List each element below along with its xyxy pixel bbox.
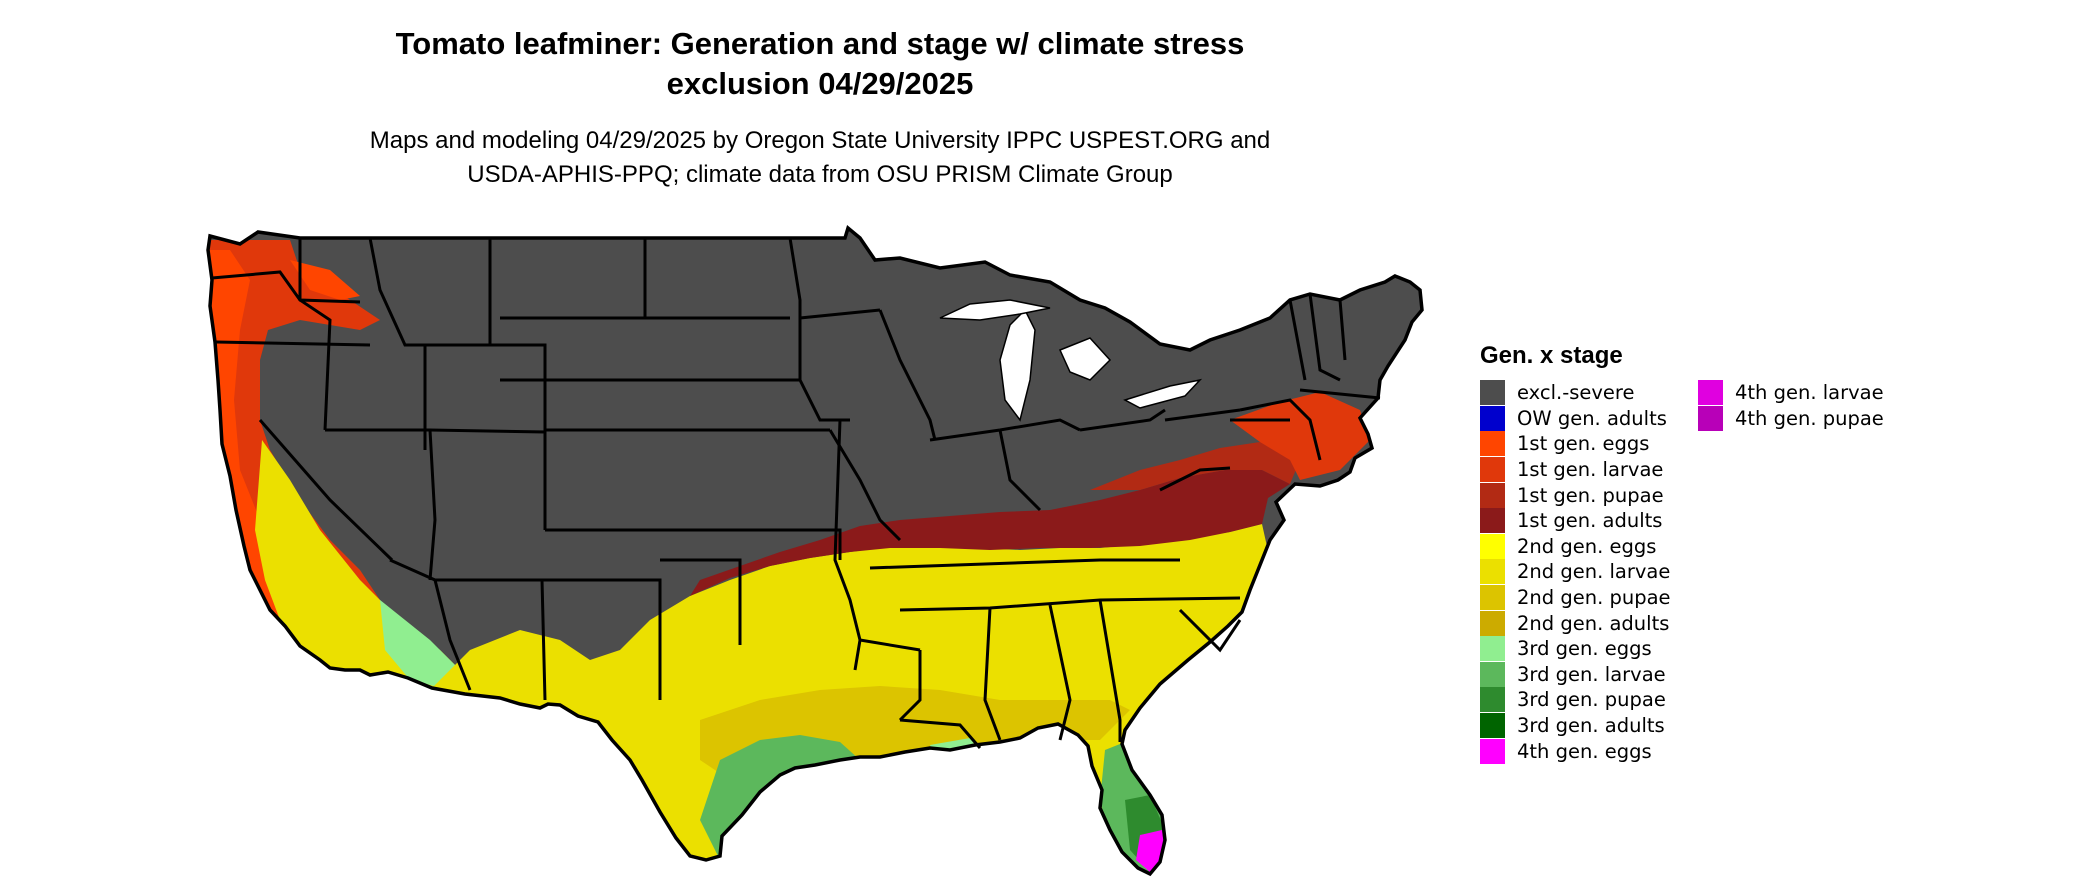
legend-item: 2nd gen. larvae bbox=[1480, 559, 1671, 585]
legend-item: 3rd gen. larvae bbox=[1480, 661, 1671, 688]
legend: Gen. x stage excl.-severe OW gen. adults… bbox=[1480, 340, 1960, 780]
legend-label: 1st gen. larvae bbox=[1517, 458, 1664, 482]
legend-swatch bbox=[1480, 405, 1505, 431]
legend-swatch bbox=[1698, 405, 1723, 431]
legend-item: 3rd gen. eggs bbox=[1480, 636, 1671, 662]
legend-item: 4th gen. eggs bbox=[1480, 738, 1671, 764]
legend-swatch bbox=[1480, 380, 1505, 406]
legend-label: 3rd gen. pupae bbox=[1517, 688, 1666, 712]
legend-item: 1st gen. larvae bbox=[1480, 457, 1671, 483]
legend-swatch bbox=[1480, 687, 1505, 713]
legend-label: 2nd gen. eggs bbox=[1517, 534, 1657, 558]
legend-label: 3rd gen. eggs bbox=[1517, 637, 1652, 661]
zone-1st-gen-pupae-midatlantic bbox=[1090, 440, 1300, 490]
legend-item: 1st gen. pupae bbox=[1480, 482, 1671, 508]
legend-swatch bbox=[1480, 610, 1505, 636]
legend-item: 2nd gen. pupae bbox=[1480, 585, 1671, 611]
zone-1st-gen-eggs-columbia bbox=[290, 260, 360, 300]
legend-swatch bbox=[1480, 482, 1505, 508]
legend-swatch bbox=[1698, 380, 1723, 406]
legend-item: 1st gen. eggs bbox=[1480, 431, 1671, 457]
legend-swatch bbox=[1480, 713, 1505, 739]
legend-label: excl.-severe bbox=[1517, 381, 1635, 405]
legend-swatch bbox=[1480, 559, 1505, 585]
zone-1st-gen-adults-band bbox=[690, 470, 1290, 596]
legend-swatch bbox=[1480, 636, 1505, 662]
legend-label: 3rd gen. adults bbox=[1517, 714, 1665, 738]
legend-item: 4th gen. larvae bbox=[1698, 380, 1884, 406]
legend-column-1: excl.-severe OW gen. adults 1st gen. egg… bbox=[1480, 380, 1671, 764]
legend-label: 2nd gen. larvae bbox=[1517, 560, 1671, 584]
map-title-line-2: exclusion 04/29/2025 bbox=[666, 66, 974, 101]
legend-label: 2nd gen. pupae bbox=[1517, 586, 1671, 610]
legend-label: 4th gen. pupae bbox=[1735, 406, 1884, 430]
legend-label: 1st gen. adults bbox=[1517, 509, 1663, 533]
great-lakes bbox=[939, 299, 1203, 422]
legend-swatch bbox=[1480, 585, 1505, 611]
legend-column-2: 4th gen. larvae 4th gen. pupae bbox=[1698, 380, 1884, 431]
legend-swatch bbox=[1480, 738, 1505, 764]
map-subtitle-line-2: USDA-APHIS-PPQ; climate data from OSU PR… bbox=[467, 161, 1173, 188]
legend-title: Gen. x stage bbox=[1480, 342, 1623, 369]
legend-swatch bbox=[1480, 431, 1505, 457]
legend-swatch bbox=[1480, 457, 1505, 483]
us-map-svg bbox=[206, 226, 1424, 876]
map-subtitle-line-1: Maps and modeling 04/29/2025 by Oregon S… bbox=[369, 127, 1271, 154]
legend-item: excl.-severe bbox=[1480, 380, 1671, 406]
legend-swatch bbox=[1480, 533, 1505, 559]
legend-label: 1st gen. pupae bbox=[1517, 483, 1664, 507]
zone-3rd-gen-eggs-desert bbox=[380, 600, 460, 690]
map-title-line-1: Tomato leafminer: Generation and stage w… bbox=[395, 26, 1245, 61]
legend-label: 4th gen. eggs bbox=[1517, 739, 1652, 763]
legend-label: OW gen. adults bbox=[1517, 406, 1667, 430]
legend-swatch bbox=[1480, 508, 1505, 534]
legend-item: 1st gen. adults bbox=[1480, 508, 1671, 534]
legend-item: OW gen. adults bbox=[1480, 405, 1671, 432]
legend-swatch bbox=[1480, 661, 1505, 687]
us-map bbox=[190, 220, 1450, 892]
map-title: Tomato leafminer: Generation and stage w… bbox=[230, 24, 1410, 104]
legend-item: 3rd gen. pupae bbox=[1480, 687, 1671, 713]
legend-item: 2nd gen. adults bbox=[1480, 610, 1671, 636]
legend-label: 4th gen. larvae bbox=[1735, 381, 1884, 405]
state-boundaries bbox=[206, 226, 1424, 876]
legend-label: 1st gen. eggs bbox=[1517, 432, 1650, 456]
legend-label: 2nd gen. adults bbox=[1517, 611, 1670, 635]
legend-item: 2nd gen. eggs bbox=[1480, 533, 1671, 560]
zone-3rd-gen-pupae-texas bbox=[770, 790, 830, 858]
map-subtitle: Maps and modeling 04/29/2025 by Oregon S… bbox=[230, 124, 1410, 192]
zone-1st-gen-larvae-northeast bbox=[1230, 392, 1370, 480]
legend-label: 3rd gen. larvae bbox=[1517, 662, 1666, 686]
legend-item: 3rd gen. adults bbox=[1480, 713, 1671, 739]
legend-item: 4th gen. pupae bbox=[1698, 405, 1884, 432]
